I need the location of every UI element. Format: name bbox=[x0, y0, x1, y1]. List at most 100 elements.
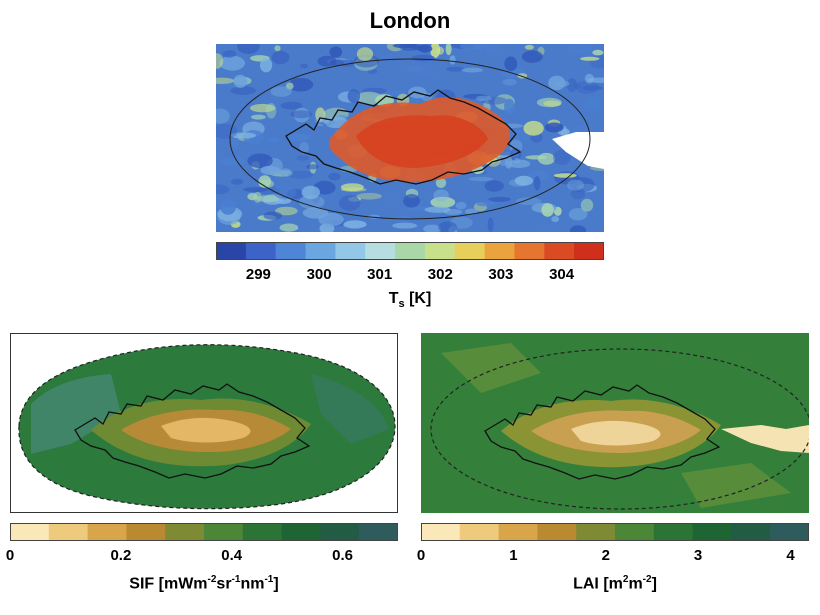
lai-colorbar-frame bbox=[421, 523, 809, 541]
ts-texture-cell bbox=[570, 225, 586, 232]
ts-texture-cell bbox=[553, 149, 571, 165]
ts-texture-cell bbox=[250, 103, 276, 113]
ts-texture-cell bbox=[216, 184, 230, 195]
sif-colorbar-swatch bbox=[359, 523, 399, 541]
lai-colorbar-swatch bbox=[459, 523, 500, 541]
ts-missing-data bbox=[552, 132, 604, 169]
ts-texture-cell bbox=[502, 78, 517, 86]
ts-texture-cell bbox=[542, 224, 556, 232]
ts-texture-cell bbox=[581, 85, 603, 91]
ts-texture-cell bbox=[575, 80, 599, 94]
sif-colorbar-tick: 0 bbox=[5, 547, 15, 564]
ts-texture-cell bbox=[315, 113, 327, 127]
ts-texture-cell bbox=[256, 195, 280, 203]
ts-texture-cell bbox=[270, 86, 292, 97]
ts-texture-cell bbox=[523, 120, 544, 136]
ts-texture-cell bbox=[279, 223, 299, 232]
sif-field bbox=[18, 344, 396, 509]
ts-texture-cell bbox=[566, 78, 578, 93]
ts-colorbar-swatch bbox=[335, 242, 366, 260]
figure-title: London bbox=[369, 8, 451, 33]
ts-texture-cell bbox=[468, 176, 494, 182]
ts-texture-cell bbox=[340, 183, 364, 192]
ts-texture-cell bbox=[220, 199, 236, 215]
ts-colorbar-swatch bbox=[305, 242, 336, 260]
ts-texture-cell bbox=[438, 221, 458, 232]
ts-texture-cell bbox=[580, 198, 594, 212]
ts-texture-cell bbox=[504, 98, 515, 115]
ts-texture-cell bbox=[430, 196, 456, 208]
ts-texture-cell bbox=[222, 50, 237, 58]
ts-texture-cell bbox=[233, 74, 248, 88]
ts-texture-cell bbox=[260, 57, 273, 73]
ts-texture-cell bbox=[287, 170, 314, 179]
ts-colorbar-swatch bbox=[424, 242, 456, 260]
ts-texture-cell bbox=[299, 141, 310, 154]
ts-colorbar-swatch bbox=[544, 242, 575, 260]
ts-colorbar-swatch bbox=[514, 242, 545, 260]
ts-colorbar-frame bbox=[216, 242, 604, 260]
lai-colorbar-swatch bbox=[770, 523, 810, 541]
ts-texture-cell bbox=[553, 173, 577, 178]
ts-colorbar-swatch bbox=[275, 242, 307, 260]
ts-texture-cell bbox=[403, 194, 420, 208]
ts-colorbar-swatch bbox=[454, 242, 486, 260]
lai-field bbox=[421, 333, 809, 513]
ts-texture-cell bbox=[247, 153, 273, 169]
ts-colorbar-tick: 304 bbox=[549, 266, 575, 283]
ts-texture-cell bbox=[433, 189, 449, 202]
ts-texture-cell bbox=[583, 96, 602, 112]
ts-texture-cell bbox=[237, 44, 260, 54]
ts-texture-cell bbox=[274, 45, 281, 52]
ts-outer-boundary bbox=[229, 58, 591, 220]
ts-texture-cell bbox=[279, 168, 292, 177]
sif-colorbar-tick: 0.6 bbox=[332, 547, 354, 564]
ts-colorbar-swatch bbox=[365, 242, 396, 260]
ts-texture-cell bbox=[293, 107, 310, 123]
ts-texture-cell bbox=[260, 165, 280, 175]
sif-colorbar-tick: 0.2 bbox=[110, 547, 132, 564]
ts-colorbar-swatch bbox=[484, 242, 516, 260]
ts-colorbar-swatch bbox=[395, 242, 426, 260]
ts-colorbar-tick: 300 bbox=[306, 266, 332, 283]
ts-texture-cell bbox=[449, 55, 456, 65]
ts-map bbox=[216, 44, 604, 232]
ts-texture-cell bbox=[424, 206, 451, 213]
sif-colorbar-label: SIF [mWm-2sr-1nm-1] bbox=[129, 574, 279, 593]
ts-texture-cell bbox=[455, 201, 467, 210]
lai-colorbar-tick: 2 bbox=[601, 547, 610, 564]
sif-colorbar bbox=[10, 523, 399, 541]
ts-texture-cell bbox=[288, 77, 314, 92]
ts-texture-cell bbox=[515, 197, 542, 206]
ts-texture-cell bbox=[267, 137, 280, 143]
sif-colorbar-swatch bbox=[165, 523, 205, 541]
sif-urban-outline bbox=[74, 383, 311, 479]
ts-texture-cell bbox=[423, 224, 442, 232]
ts-texture-cell bbox=[507, 159, 531, 168]
ts-texture-cell bbox=[430, 44, 441, 58]
ts-texture-cell bbox=[301, 185, 320, 200]
lai-colorbar bbox=[421, 523, 810, 541]
ts-texture-cell bbox=[347, 89, 361, 103]
ts-texture-cell bbox=[300, 63, 309, 69]
ts-texture-cell bbox=[317, 55, 337, 67]
ts-texture-cell bbox=[280, 101, 303, 110]
lai-colorbar-swatch bbox=[576, 523, 616, 541]
ts-texture-cell bbox=[524, 44, 534, 50]
ts-texture-cell bbox=[231, 137, 240, 149]
ts-texture-cell bbox=[367, 68, 378, 74]
ts-texture-cell bbox=[525, 155, 548, 160]
ts-texture-cell bbox=[251, 114, 266, 120]
ts-texture-cell bbox=[406, 64, 425, 73]
ts-colorbar-tick: 302 bbox=[427, 266, 453, 283]
ts-texture-cell bbox=[463, 93, 489, 99]
ts-texture-cell bbox=[388, 197, 397, 204]
ts-texture-cell bbox=[247, 193, 258, 201]
ts-texture-cell bbox=[219, 157, 245, 166]
ts-texture-cell bbox=[466, 95, 482, 100]
ts-texture-cell bbox=[435, 177, 447, 188]
ts-texture-cell bbox=[484, 180, 504, 192]
ts-texture-cell bbox=[580, 56, 600, 61]
ts-texture-cell bbox=[392, 222, 418, 229]
ts-texture-cell bbox=[290, 110, 313, 119]
